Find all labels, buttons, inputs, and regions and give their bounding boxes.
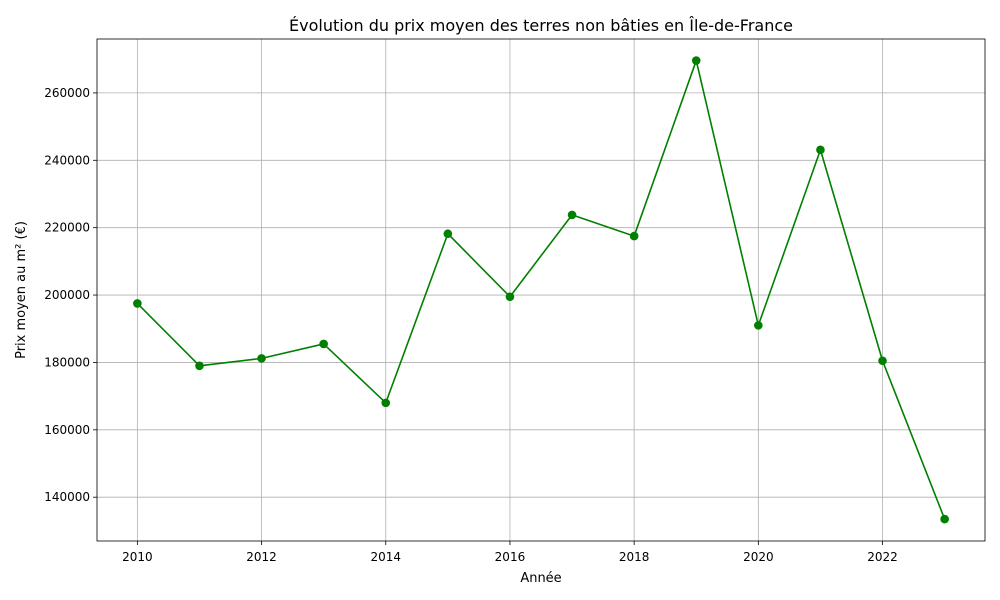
data-point <box>257 354 266 363</box>
data-series <box>133 56 949 524</box>
data-point <box>691 56 701 65</box>
y-tick-label: 220000 <box>44 221 90 235</box>
data-point <box>319 339 328 349</box>
x-tick-label: 2016 <box>495 550 526 564</box>
plot-area-frame <box>96 38 986 542</box>
data-point <box>816 145 825 155</box>
y-tick-label: 160000 <box>44 423 90 437</box>
x-tick-label: 2012 <box>246 550 277 564</box>
data-point <box>629 231 639 241</box>
x-tick-label: 2020 <box>743 550 774 564</box>
axis-ticks: 2010 2012 2014 2016 2018 2020 2022 140000 160000… <box>44 86 898 564</box>
y-tick-label: 180000 <box>44 355 90 369</box>
y-axis-label: Prix moyen au m² (€) <box>14 221 29 359</box>
x-tick-label: 2022 <box>867 550 898 564</box>
grid <box>97 39 985 541</box>
data-point <box>381 398 391 408</box>
data-point <box>133 299 142 308</box>
data-point <box>567 210 577 220</box>
data-point <box>878 356 887 366</box>
x-tick-label: 2014 <box>370 550 401 564</box>
data-point <box>940 514 949 524</box>
series-line <box>136 59 946 520</box>
x-tick-label: 2010 <box>122 550 153 564</box>
x-axis-label: Année <box>520 571 561 586</box>
data-point <box>195 361 204 371</box>
x-tick-label: 2018 <box>619 550 650 564</box>
y-tick-label: 200000 <box>44 288 90 302</box>
chart-title: Évolution du prix moyen des terres non b… <box>289 16 793 35</box>
y-tick-label: 240000 <box>44 153 90 167</box>
data-point <box>505 292 515 302</box>
y-tick-label: 140000 <box>44 490 90 504</box>
data-point <box>754 321 763 330</box>
y-tick-label: 260000 <box>44 86 90 100</box>
data-point <box>443 229 453 239</box>
